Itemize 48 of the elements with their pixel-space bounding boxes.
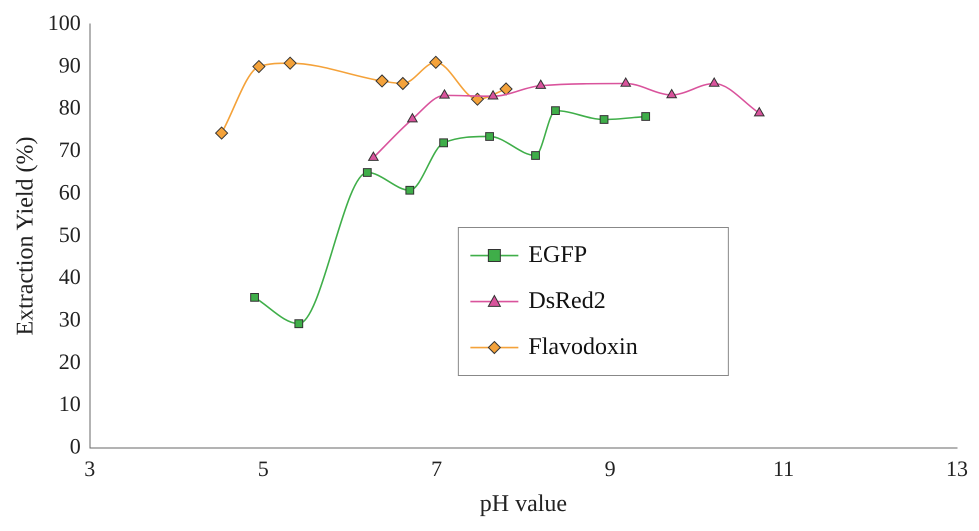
y-tick-label: 50 — [58, 222, 81, 247]
point — [485, 132, 494, 141]
x-tick-label: 13 — [946, 456, 968, 481]
y-tick-label: 10 — [58, 391, 81, 416]
legend-label: EGFP — [528, 242, 588, 268]
y-tick-label: 70 — [58, 137, 81, 162]
point — [666, 88, 677, 98]
point — [439, 89, 450, 99]
x-tick-label: 9 — [604, 456, 616, 481]
point — [551, 106, 560, 116]
point — [405, 186, 414, 195]
y-tick-label: 90 — [58, 52, 81, 78]
y-tick-label: 60 — [58, 179, 81, 204]
y-tick-label: 80 — [58, 94, 81, 120]
point — [376, 74, 389, 88]
point — [531, 151, 540, 160]
y-tick-label: 30 — [58, 306, 81, 332]
x-tick-label: 5 — [258, 456, 269, 481]
point — [500, 82, 513, 96]
y-tick-label: 20 — [58, 348, 81, 374]
x-axis-title: pH value — [480, 490, 568, 517]
x-tick-label: 11 — [772, 456, 794, 481]
y-axis-title: Extraction Yield (%) — [12, 136, 39, 336]
point — [368, 152, 379, 161]
point — [488, 90, 498, 100]
point — [284, 56, 297, 70]
point — [407, 113, 418, 122]
x-tick-label: 3 — [84, 456, 96, 481]
point — [250, 293, 259, 302]
point — [439, 138, 448, 148]
y-tick-label: 40 — [58, 264, 81, 290]
point — [294, 319, 304, 328]
point — [429, 56, 442, 69]
point — [362, 168, 372, 177]
y-tick-label: 0 — [70, 434, 81, 459]
point — [396, 77, 410, 90]
legend-label: DsRed2 — [528, 288, 606, 314]
point — [535, 80, 546, 89]
point — [641, 112, 650, 121]
legend-label: Flavodoxin — [528, 334, 638, 360]
point — [252, 60, 266, 74]
point — [754, 107, 765, 116]
y-tick-label: 100 — [48, 10, 81, 35]
x-tick-label: 7 — [431, 456, 442, 481]
point — [620, 78, 631, 87]
point — [600, 115, 608, 124]
point — [708, 78, 720, 87]
point — [215, 126, 228, 140]
